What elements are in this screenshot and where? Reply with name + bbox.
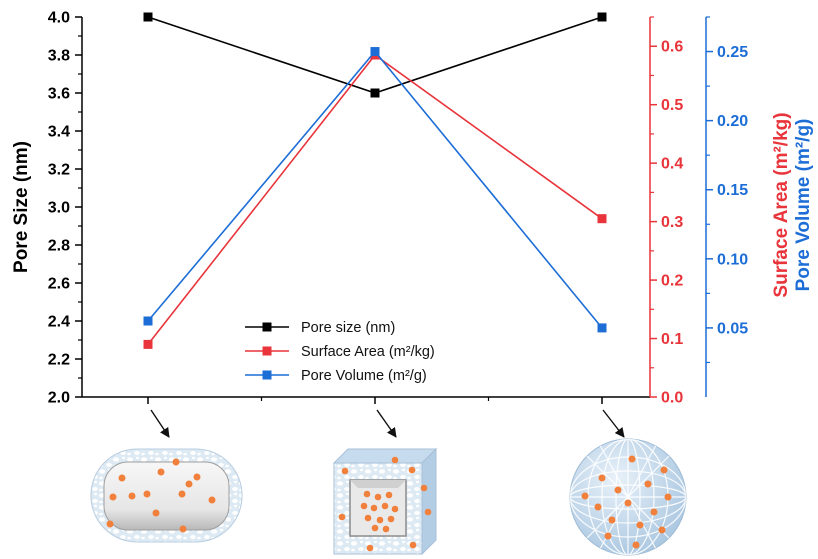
series-0-point-0 <box>143 12 153 22</box>
y-left-tick-label: 2.2 <box>48 352 70 369</box>
legend: Pore size (nm) Surface Area (m²/kg) Pore V… <box>245 320 435 384</box>
series-line-1 <box>147 53 603 345</box>
series-2-point-0 <box>143 316 153 326</box>
sphere-pore-icon <box>569 438 687 556</box>
pointer-arrow-1 <box>150 409 170 438</box>
series-0-point-1 <box>370 88 380 98</box>
y-left-tick-label: 3.2 <box>48 162 70 179</box>
legend-marker-1 <box>262 346 272 356</box>
legend-label-1: Surface Area (m²/kg) <box>301 344 435 360</box>
y-right2-axis-title: Pore Volume (m²/g) <box>793 119 814 292</box>
legend-marker-0 <box>262 322 272 332</box>
axes: 2.0 2.2 2.4 2.6 2.8 3.0 3.2 3.4 3.6 3.8 4.0 Pore Si… <box>11 10 814 407</box>
plot-data <box>143 12 607 349</box>
y-right1-tick-label: 0.0 <box>661 390 683 407</box>
y-right2-tick-label: 0.05 <box>717 320 748 337</box>
cube-pore-icon <box>332 447 438 556</box>
series-1-point-2 <box>597 214 607 224</box>
y-left-tick-label: 2.8 <box>48 238 70 255</box>
series-2-point-2 <box>597 323 607 333</box>
y-right1-axis-title: Surface Area (m²/kg) <box>771 112 792 297</box>
y-right1-tick-label: 0.2 <box>661 273 683 290</box>
y-right2-tick-label: 0.10 <box>717 251 748 268</box>
y-left-tick-label: 2.6 <box>48 276 70 293</box>
y-left-tick-label: 3.4 <box>48 124 70 141</box>
y-right2-tick-label: 0.20 <box>717 113 748 130</box>
y-left-tick-label: 3.8 <box>48 48 70 65</box>
y-right2-tick-label: 0.25 <box>717 44 748 61</box>
y-right1-tick-label: 0.6 <box>661 39 683 56</box>
capsule-pore-icon <box>90 448 243 543</box>
y-left-tick-label: 3.6 <box>48 86 70 103</box>
series-1-point-0 <box>143 339 153 349</box>
y-left-tick-label: 3.0 <box>48 200 70 217</box>
y-right1-tick-label: 0.1 <box>661 331 683 348</box>
legend-marker-2 <box>262 370 272 380</box>
y-right1-tick-label: 0.5 <box>661 97 683 114</box>
y-left-axis-title: Pore Size (nm) <box>11 141 32 273</box>
pointer-arrow-3 <box>602 409 625 438</box>
y-left-tick-label: 4.0 <box>48 10 70 27</box>
y-left-tick-label: 2.4 <box>48 314 70 331</box>
legend-label-0: Pore size (nm) <box>301 320 395 336</box>
pointer-arrow-2 <box>376 409 397 438</box>
series-2-point-1 <box>370 47 380 57</box>
series-0-point-2 <box>597 12 607 22</box>
y-right2-tick-label: 0.15 <box>717 182 748 199</box>
y-right1-tick-label: 0.4 <box>661 156 683 173</box>
y-right1-tick-label: 0.3 <box>661 214 683 231</box>
y-left-tick-label: 2.0 <box>48 390 70 407</box>
legend-label-2: Pore Volume (m²/g) <box>301 368 427 384</box>
